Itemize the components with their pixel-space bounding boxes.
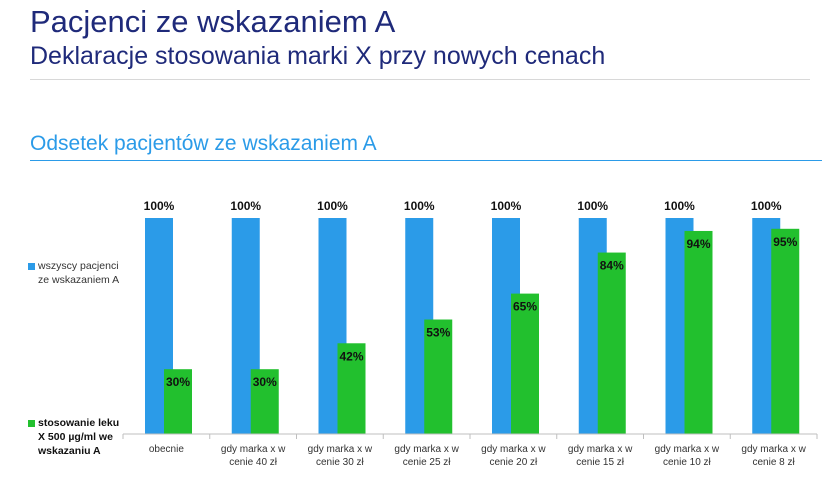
data-label-all-patients: 100% bbox=[144, 199, 175, 213]
x-tick-label: obecnie bbox=[149, 444, 184, 455]
x-tick-label: gdy marka x w cenie 20 zł bbox=[481, 444, 546, 468]
x-tick-label: gdy marka x w cenie 8 zł bbox=[741, 444, 806, 468]
data-label-drug-x-usage: 53% bbox=[426, 326, 450, 340]
legend-item-drug-x-usage: stosowanie leku X 500 µg/ml we wskazaniu… bbox=[28, 416, 120, 458]
data-label-drug-x-usage: 30% bbox=[166, 375, 190, 389]
bar-drug-x-usage bbox=[250, 369, 279, 434]
bar-drug-x-usage bbox=[337, 343, 366, 434]
section-title: Odsetek pacjentów ze wskazaniem A bbox=[30, 132, 377, 155]
data-label-drug-x-usage: 94% bbox=[686, 237, 710, 251]
page-subtitle: Deklaracje stosowania marki X przy nowyc… bbox=[30, 42, 606, 70]
x-tick-label: gdy marka x w cenie 10 zł bbox=[655, 444, 720, 468]
x-tick-label: gdy marka x w cenie 15 zł bbox=[568, 444, 633, 468]
legend-label: wszyscy pacjenci ze wskazaniem A bbox=[38, 260, 120, 286]
bar-drug-x-usage bbox=[597, 252, 626, 434]
bar-drug-x-usage bbox=[771, 228, 800, 434]
data-label-drug-x-usage: 84% bbox=[600, 259, 624, 273]
data-label-all-patients: 100% bbox=[404, 199, 435, 213]
page-title: Pacjenci ze wskazaniem A bbox=[30, 4, 396, 39]
bar-drug-x-usage bbox=[164, 369, 192, 434]
data-label-all-patients: 100% bbox=[230, 199, 261, 213]
data-label-all-patients: 100% bbox=[317, 199, 348, 213]
bar-drug-x-usage bbox=[684, 230, 713, 434]
legend-swatch-blue bbox=[28, 263, 35, 270]
section-divider bbox=[30, 160, 822, 161]
bar-drug-x-usage bbox=[511, 293, 539, 434]
data-label-all-patients: 100% bbox=[491, 199, 522, 213]
legend-label: stosowanie leku X 500 µg/ml we wskazaniu… bbox=[38, 417, 120, 457]
data-label-drug-x-usage: 42% bbox=[339, 349, 363, 363]
data-label-drug-x-usage: 65% bbox=[513, 300, 537, 314]
header-divider bbox=[30, 79, 810, 80]
x-tick-label: gdy marka x w cenie 25 zł bbox=[394, 444, 459, 468]
data-label-drug-x-usage: 95% bbox=[773, 235, 797, 249]
x-tick-label: gdy marka x w cenie 30 zł bbox=[308, 444, 373, 468]
legend-item-all-patients: wszyscy pacjenci ze wskazaniem A bbox=[28, 259, 128, 287]
x-tick-label: gdy marka x w cenie 40 zł bbox=[221, 444, 286, 468]
legend-swatch-green bbox=[28, 420, 35, 427]
data-label-all-patients: 100% bbox=[577, 199, 608, 213]
data-label-all-patients: 100% bbox=[664, 199, 695, 213]
data-label-drug-x-usage: 30% bbox=[253, 375, 277, 389]
data-label-all-patients: 100% bbox=[751, 199, 782, 213]
bar-drug-x-usage bbox=[424, 319, 453, 434]
